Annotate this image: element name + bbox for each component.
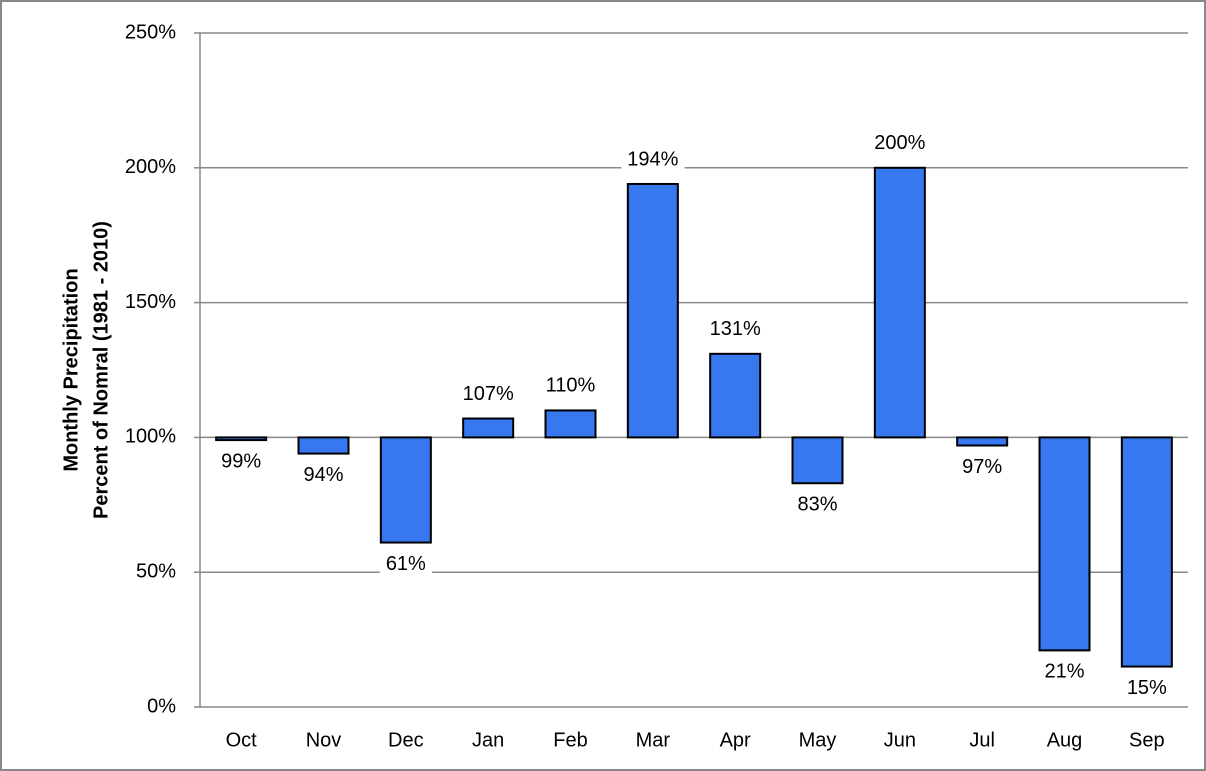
value-label: 61% [386,553,426,575]
y-tick-label: 150% [125,291,176,313]
x-tick-label: Jan [472,729,504,751]
value-label: 97% [962,456,1002,478]
x-tick-label: Jul [969,729,995,751]
y-tick-label: 100% [125,426,176,448]
value-label: 200% [874,132,925,154]
value-label-bg [956,453,1009,480]
value-label: 94% [303,464,343,486]
value-label: 131% [710,318,761,340]
bar [544,409,597,439]
x-tick-label: Jun [884,729,916,751]
value-label-bg [539,372,602,399]
bar [215,436,268,442]
value-label-bg [868,130,932,157]
bar [956,436,1009,447]
y-axis-title: Percent of Nomral (1981 - 2010) [90,221,112,519]
x-tick-label: Apr [720,729,751,751]
value-label: 107% [463,383,514,405]
value-label-bg [1038,658,1091,685]
value-label-bg [621,146,685,173]
value-label: 99% [221,450,261,472]
x-tick-label: Aug [1047,729,1083,751]
value-label-bg [1120,674,1174,701]
x-tick-label: Nov [306,729,342,751]
bar [1038,436,1091,652]
bar [791,436,844,485]
x-tick-label: May [799,729,837,751]
value-label: 110% [546,375,596,397]
value-label: 194% [627,148,678,170]
x-tick-label: Dec [388,729,424,751]
bar [297,436,350,455]
y-tick-label: 50% [136,560,176,582]
y-tick-label: 250% [125,21,176,43]
value-label: 21% [1044,661,1084,683]
bar [1120,436,1173,668]
x-tick-label: Sep [1129,729,1165,751]
x-tick-label: Feb [553,729,587,751]
value-label-bg [703,316,767,343]
y-tick-label: 0% [147,695,176,717]
value-label-bg [456,380,520,407]
value-label-bg [297,461,350,488]
x-tick-label: Mar [636,729,671,751]
value-label-bg [215,448,268,475]
value-label: 83% [797,494,837,516]
bar [709,352,762,439]
value-label-bg [791,491,844,518]
y-axis-title: Monthly Precipitation [60,268,82,471]
bar [462,417,515,439]
bar [379,436,432,544]
x-tick-label: Oct [226,729,258,751]
value-label: 15% [1127,677,1167,699]
value-label-bg [379,550,433,577]
bar [626,182,679,439]
bar [873,166,926,439]
y-tick-label: 200% [125,156,176,178]
